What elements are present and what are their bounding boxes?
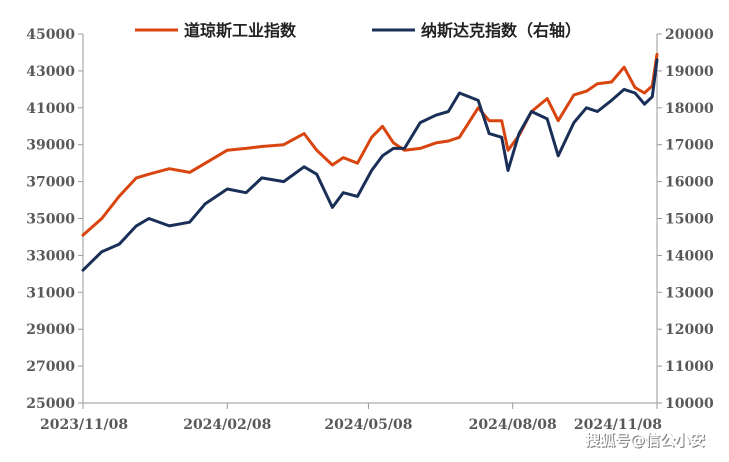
left-tick-label: 33000 bbox=[26, 248, 75, 264]
watermark-shadow: 搜狐号@信公小安 bbox=[586, 432, 706, 450]
series-layer bbox=[81, 52, 659, 272]
x-tick-label: 2024/02/08 bbox=[183, 417, 271, 433]
left-tick-label: 31000 bbox=[26, 285, 75, 301]
series-line-nasdaq bbox=[81, 58, 659, 272]
watermark-text: 搜狐号@信公小安 bbox=[585, 431, 705, 449]
x-tick-label: 2024/08/08 bbox=[469, 417, 557, 433]
axes: 25000 27000 29000 31000 33000 35000 37000 39000… bbox=[26, 27, 714, 433]
right-tick-label: 11000 bbox=[665, 359, 714, 375]
right-tick-label: 10000 bbox=[665, 396, 714, 412]
right-tick-label: 12000 bbox=[665, 322, 714, 338]
legend: 道琼斯工业指数 纳斯达克指数（右轴） bbox=[135, 21, 581, 40]
x-tick-label: 2024/11/08 bbox=[574, 417, 662, 433]
x-tick-label: 2024/05/08 bbox=[324, 417, 412, 433]
left-tick-label: 41000 bbox=[26, 101, 75, 117]
legend-label-dow: 道琼斯工业指数 bbox=[184, 21, 297, 40]
right-tick-label: 17000 bbox=[665, 138, 714, 154]
watermark: 搜狐号@信公小安 搜狐号@信公小安 bbox=[585, 431, 706, 450]
x-tick-label: 2023/11/08 bbox=[40, 417, 128, 433]
left-tick-label: 29000 bbox=[26, 322, 75, 338]
left-tick-label: 35000 bbox=[26, 212, 75, 228]
left-tick-label: 39000 bbox=[26, 138, 75, 154]
right-tick-label: 15000 bbox=[665, 212, 714, 228]
right-tick-label: 18000 bbox=[665, 101, 714, 117]
left-tick-label: 43000 bbox=[26, 64, 75, 80]
left-tick-label: 25000 bbox=[26, 396, 75, 412]
legend-label-nasdaq: 纳斯达克指数（右轴） bbox=[421, 21, 581, 40]
left-tick-label: 37000 bbox=[26, 175, 75, 191]
right-tick-label: 14000 bbox=[665, 248, 714, 264]
right-tick-label: 13000 bbox=[665, 285, 714, 301]
right-tick-label: 20000 bbox=[665, 27, 714, 43]
right-tick-label: 16000 bbox=[665, 175, 714, 191]
left-tick-label: 27000 bbox=[26, 359, 75, 375]
right-tick-label: 19000 bbox=[665, 64, 714, 80]
series-line-dow bbox=[81, 52, 659, 237]
left-tick-label: 45000 bbox=[26, 27, 75, 43]
